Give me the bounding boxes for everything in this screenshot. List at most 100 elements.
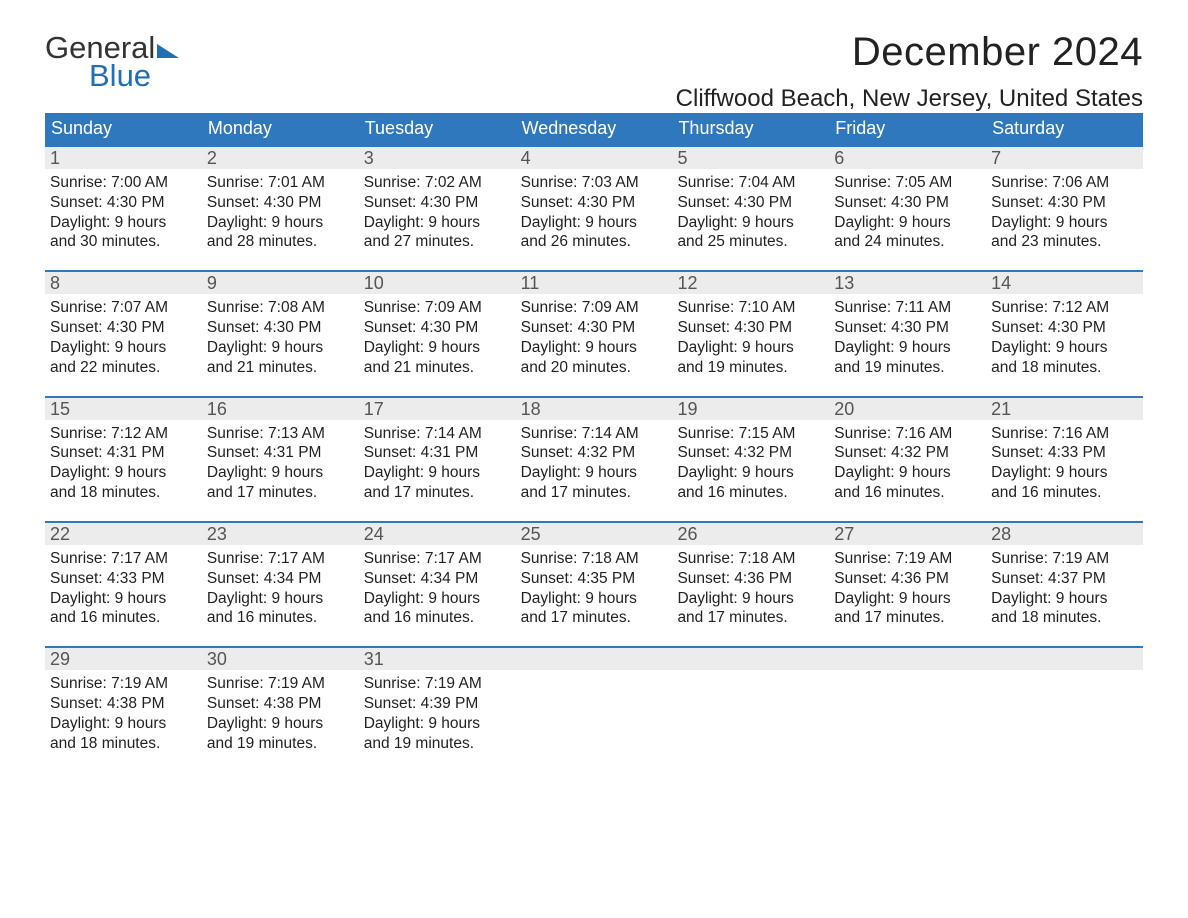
week-row: 15Sunrise: 7:12 AMSunset: 4:31 PMDayligh…: [45, 396, 1143, 505]
sunrise-line: Sunrise: 7:06 AM: [991, 173, 1138, 193]
sunset-line: Sunset: 4:31 PM: [364, 443, 511, 463]
daylight-line-1: Daylight: 9 hours: [677, 338, 824, 358]
day-body: Sunrise: 7:14 AMSunset: 4:31 PMDaylight:…: [359, 420, 516, 505]
day-number: 21: [986, 398, 1143, 420]
day-empty: [516, 648, 673, 755]
day-body: Sunrise: 7:09 AMSunset: 4:30 PMDaylight:…: [359, 294, 516, 379]
daylight-line-1: Daylight: 9 hours: [364, 714, 511, 734]
day-number: 6: [829, 147, 986, 169]
day-cell: 2Sunrise: 7:01 AMSunset: 4:30 PMDaylight…: [202, 147, 359, 254]
day-body: Sunrise: 7:15 AMSunset: 4:32 PMDaylight:…: [672, 420, 829, 505]
day-body: Sunrise: 7:19 AMSunset: 4:38 PMDaylight:…: [202, 670, 359, 755]
daylight-line-2: and 18 minutes.: [50, 483, 197, 503]
daylight-line-1: Daylight: 9 hours: [834, 213, 981, 233]
sunrise-line: Sunrise: 7:19 AM: [991, 549, 1138, 569]
daylight-line-2: and 16 minutes.: [207, 608, 354, 628]
weekday-friday: Friday: [829, 113, 986, 145]
day-cell: 30Sunrise: 7:19 AMSunset: 4:38 PMDayligh…: [202, 648, 359, 755]
daylight-line-2: and 18 minutes.: [991, 608, 1138, 628]
day-number: [672, 648, 829, 670]
calendar: SundayMondayTuesdayWednesdayThursdayFrid…: [45, 113, 1143, 756]
sunrise-line: Sunrise: 7:17 AM: [364, 549, 511, 569]
month-title: December 2024: [676, 30, 1143, 75]
day-body: Sunrise: 7:12 AMSunset: 4:31 PMDaylight:…: [45, 420, 202, 505]
daylight-line-2: and 21 minutes.: [207, 358, 354, 378]
sunset-line: Sunset: 4:34 PM: [207, 569, 354, 589]
daylight-line-2: and 16 minutes.: [834, 483, 981, 503]
day-cell: 3Sunrise: 7:02 AMSunset: 4:30 PMDaylight…: [359, 147, 516, 254]
weekday-thursday: Thursday: [672, 113, 829, 145]
daylight-line-2: and 16 minutes.: [50, 608, 197, 628]
day-body: Sunrise: 7:17 AMSunset: 4:34 PMDaylight:…: [202, 545, 359, 630]
week-row: 22Sunrise: 7:17 AMSunset: 4:33 PMDayligh…: [45, 521, 1143, 630]
daylight-line-2: and 26 minutes.: [521, 232, 668, 252]
daylight-line-2: and 17 minutes.: [521, 483, 668, 503]
daylight-line-1: Daylight: 9 hours: [521, 213, 668, 233]
sunset-line: Sunset: 4:36 PM: [834, 569, 981, 589]
day-body: Sunrise: 7:12 AMSunset: 4:30 PMDaylight:…: [986, 294, 1143, 379]
sunrise-line: Sunrise: 7:19 AM: [50, 674, 197, 694]
day-number: [516, 648, 673, 670]
day-body: Sunrise: 7:10 AMSunset: 4:30 PMDaylight:…: [672, 294, 829, 379]
day-cell: 23Sunrise: 7:17 AMSunset: 4:34 PMDayligh…: [202, 523, 359, 630]
week-row: 1Sunrise: 7:00 AMSunset: 4:30 PMDaylight…: [45, 145, 1143, 254]
weeks-container: 1Sunrise: 7:00 AMSunset: 4:30 PMDaylight…: [45, 145, 1143, 756]
day-number: 13: [829, 272, 986, 294]
day-number: 2: [202, 147, 359, 169]
day-cell: 8Sunrise: 7:07 AMSunset: 4:30 PMDaylight…: [45, 272, 202, 379]
day-number: 24: [359, 523, 516, 545]
sunrise-line: Sunrise: 7:00 AM: [50, 173, 197, 193]
day-number: 4: [516, 147, 673, 169]
daylight-line-2: and 19 minutes.: [207, 734, 354, 754]
sunset-line: Sunset: 4:30 PM: [50, 318, 197, 338]
day-cell: 9Sunrise: 7:08 AMSunset: 4:30 PMDaylight…: [202, 272, 359, 379]
daylight-line-2: and 17 minutes.: [834, 608, 981, 628]
day-cell: 29Sunrise: 7:19 AMSunset: 4:38 PMDayligh…: [45, 648, 202, 755]
sunset-line: Sunset: 4:30 PM: [834, 318, 981, 338]
day-body: Sunrise: 7:18 AMSunset: 4:35 PMDaylight:…: [516, 545, 673, 630]
daylight-line-1: Daylight: 9 hours: [834, 338, 981, 358]
day-cell: 20Sunrise: 7:16 AMSunset: 4:32 PMDayligh…: [829, 398, 986, 505]
sunrise-line: Sunrise: 7:15 AM: [677, 424, 824, 444]
daylight-line-2: and 16 minutes.: [364, 608, 511, 628]
daylight-line-2: and 18 minutes.: [50, 734, 197, 754]
weekday-monday: Monday: [202, 113, 359, 145]
day-cell: 15Sunrise: 7:12 AMSunset: 4:31 PMDayligh…: [45, 398, 202, 505]
daylight-line-1: Daylight: 9 hours: [521, 589, 668, 609]
day-cell: 12Sunrise: 7:10 AMSunset: 4:30 PMDayligh…: [672, 272, 829, 379]
sunset-line: Sunset: 4:32 PM: [834, 443, 981, 463]
day-cell: 11Sunrise: 7:09 AMSunset: 4:30 PMDayligh…: [516, 272, 673, 379]
daylight-line-1: Daylight: 9 hours: [991, 213, 1138, 233]
sunrise-line: Sunrise: 7:07 AM: [50, 298, 197, 318]
day-body: Sunrise: 7:19 AMSunset: 4:36 PMDaylight:…: [829, 545, 986, 630]
brand-arrow-icon: [157, 44, 179, 58]
daylight-line-1: Daylight: 9 hours: [50, 463, 197, 483]
day-number: 28: [986, 523, 1143, 545]
sunrise-line: Sunrise: 7:12 AM: [50, 424, 197, 444]
sunrise-line: Sunrise: 7:18 AM: [677, 549, 824, 569]
day-number: 19: [672, 398, 829, 420]
daylight-line-1: Daylight: 9 hours: [364, 338, 511, 358]
sunset-line: Sunset: 4:30 PM: [207, 193, 354, 213]
daylight-line-2: and 24 minutes.: [834, 232, 981, 252]
daylight-line-1: Daylight: 9 hours: [364, 463, 511, 483]
day-number: [829, 648, 986, 670]
weekday-wednesday: Wednesday: [516, 113, 673, 145]
sunset-line: Sunset: 4:38 PM: [50, 694, 197, 714]
sunset-line: Sunset: 4:33 PM: [991, 443, 1138, 463]
sunset-line: Sunset: 4:30 PM: [677, 193, 824, 213]
sunset-line: Sunset: 4:30 PM: [991, 193, 1138, 213]
sunset-line: Sunset: 4:30 PM: [991, 318, 1138, 338]
day-number: 11: [516, 272, 673, 294]
daylight-line-2: and 19 minutes.: [364, 734, 511, 754]
day-body: Sunrise: 7:04 AMSunset: 4:30 PMDaylight:…: [672, 169, 829, 254]
sunset-line: Sunset: 4:32 PM: [677, 443, 824, 463]
day-body: Sunrise: 7:01 AMSunset: 4:30 PMDaylight:…: [202, 169, 359, 254]
daylight-line-2: and 16 minutes.: [991, 483, 1138, 503]
sunset-line: Sunset: 4:30 PM: [521, 193, 668, 213]
location-subtitle: Cliffwood Beach, New Jersey, United Stat…: [676, 85, 1143, 113]
day-number: 23: [202, 523, 359, 545]
day-body: Sunrise: 7:17 AMSunset: 4:34 PMDaylight:…: [359, 545, 516, 630]
daylight-line-2: and 23 minutes.: [991, 232, 1138, 252]
sunrise-line: Sunrise: 7:12 AM: [991, 298, 1138, 318]
